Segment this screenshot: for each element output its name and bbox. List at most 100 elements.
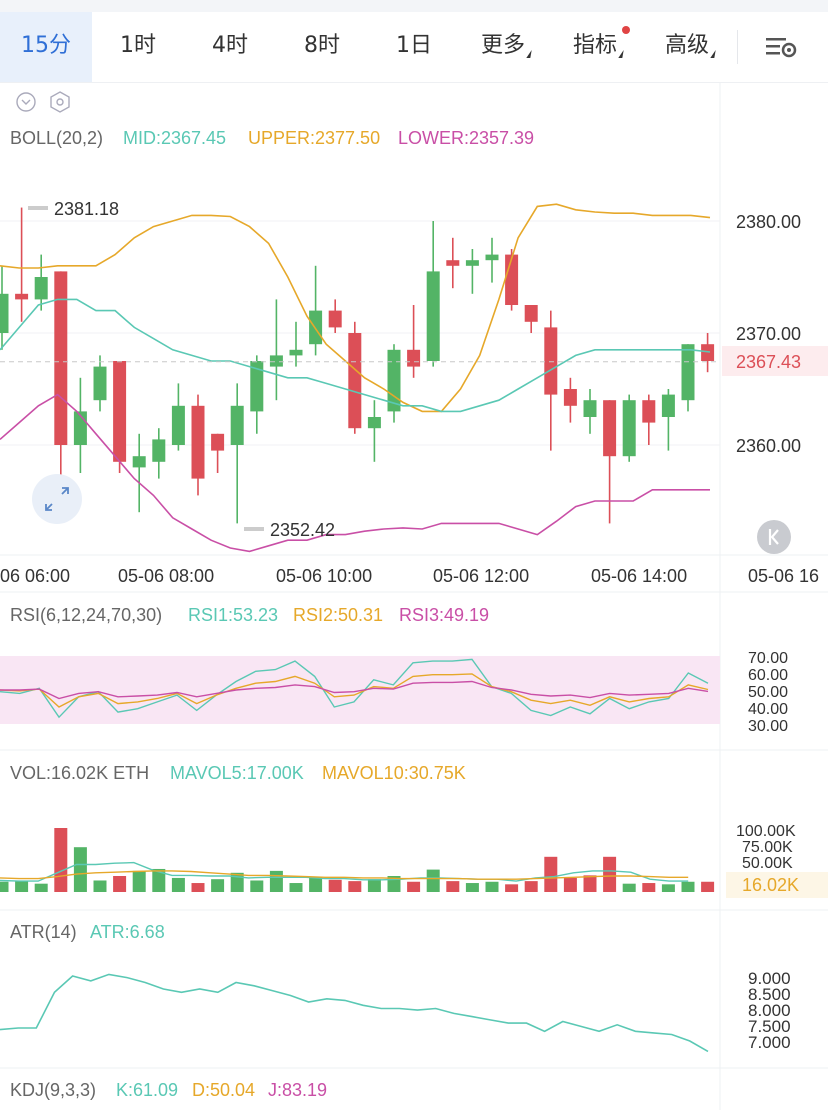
atr-tick: 7.500 [748, 1017, 791, 1036]
chart-settings-icon[interactable] [764, 34, 800, 60]
tab-4h[interactable]: 4时 [184, 12, 276, 82]
candle-body [171, 405, 185, 445]
volume-bar [642, 883, 656, 892]
candle-body [93, 366, 107, 401]
candle-body [54, 271, 68, 445]
y-tick-2380: 2380.00 [736, 212, 801, 232]
candle-body [387, 349, 401, 412]
volume-bar [309, 877, 323, 892]
tab-label: 指标 [572, 33, 617, 58]
atr-title: ATR(14) [10, 922, 77, 942]
volume-bar [0, 881, 9, 892]
candle-body [642, 400, 656, 423]
current-price-label: 2367.43 [736, 352, 801, 372]
tab-label: 1时 [120, 33, 156, 58]
candle-body [0, 293, 9, 333]
volume-bar [563, 877, 577, 892]
volume-bar [465, 883, 479, 892]
mavol5-value: MAVOL5:17.00K [170, 763, 304, 783]
rsi1-value: RSI1:53.23 [188, 605, 278, 625]
mavol5-line [0, 861, 689, 882]
y-tick-2370: 2370.00 [736, 324, 801, 344]
candle-body [485, 254, 499, 261]
candle-body [367, 417, 381, 429]
divider [737, 30, 738, 64]
volume-bar [250, 880, 264, 892]
collapse-icon[interactable] [16, 92, 36, 112]
tab-indicators[interactable]: 指标 [552, 12, 644, 82]
volume-bar [348, 881, 362, 892]
tab-1d[interactable]: 1日 [368, 12, 460, 82]
rsi2-value: RSI2:50.31 [293, 605, 383, 625]
volume-bar [15, 881, 29, 892]
volume-bar [211, 879, 225, 892]
kdj-d-value: D:50.04 [192, 1080, 255, 1100]
rsi-tick: 70.00 [748, 650, 788, 667]
tab-label: 1日 [396, 33, 432, 58]
volume-bar [171, 877, 185, 892]
boll-upper-line [0, 203, 711, 413]
rsi-tick: 50.00 [748, 684, 788, 701]
volume-bar [152, 868, 166, 892]
tab-advanced[interactable]: 高级 [644, 12, 736, 82]
time-label: 05-06 14:00 [591, 566, 687, 586]
expand-icon[interactable] [32, 474, 82, 524]
volume-bar [485, 881, 499, 892]
volume-bar [505, 884, 519, 892]
candle-body [603, 400, 617, 457]
candle-body [191, 405, 205, 479]
candle-body [132, 456, 146, 468]
tab-8h[interactable]: 8时 [276, 12, 368, 82]
candle-body [407, 349, 421, 367]
tab-label: 高级 [664, 33, 709, 58]
tab-label: 15分 [21, 33, 71, 58]
mavol10-line [0, 870, 689, 880]
volume-bar [73, 847, 87, 892]
rsi-tick: 60.00 [748, 667, 788, 684]
volume-bar [407, 881, 421, 892]
candle-body [269, 355, 283, 367]
volume-bar [446, 881, 460, 892]
volume-bar [328, 879, 342, 892]
volume-bar [544, 856, 558, 892]
vol-current-badge [726, 872, 828, 898]
gear-icon[interactable] [50, 91, 70, 113]
volume-bar [34, 883, 48, 892]
tab-1h[interactable]: 1时 [92, 12, 184, 82]
candle-body [465, 260, 479, 266]
candle-body [563, 389, 577, 406]
boll-mid-value: MID:2367.45 [123, 128, 226, 148]
tab-15m[interactable]: 15分 [0, 12, 92, 82]
candle-body [426, 271, 440, 361]
tab-label: 8时 [304, 33, 340, 58]
atr-tick: 9.000 [748, 969, 791, 988]
low-price-label: 2352.42 [270, 520, 335, 540]
candle-body [524, 305, 538, 322]
vol-tick: 75.00K [742, 839, 793, 856]
tab-more[interactable]: 更多 [460, 12, 552, 82]
volume-bar [622, 883, 636, 892]
candle-body [661, 394, 675, 417]
time-label: 05-06 12:00 [433, 566, 529, 586]
boll-lower-line [0, 393, 710, 553]
mavol10-value: MAVOL10:30.75K [322, 763, 466, 783]
candle-body [113, 361, 127, 462]
atr-tick: 8.500 [748, 985, 791, 1004]
grid [0, 82, 828, 1110]
volume-bars [0, 828, 715, 892]
candle-body [230, 405, 244, 445]
back-to-latest-icon[interactable] [757, 520, 791, 554]
volume-bar [603, 856, 617, 892]
time-label: 05-06 16 [748, 566, 819, 586]
notification-dot [622, 26, 630, 34]
boll-title: BOLL(20,2) [10, 128, 103, 148]
candle-body [328, 310, 342, 328]
rsi2-line [0, 673, 709, 708]
atr-tick: 8.000 [748, 1001, 791, 1020]
boll-mid-line [0, 298, 711, 413]
time-label: 05-06 10:00 [276, 566, 372, 586]
candle-body [622, 400, 636, 457]
volume-bar [367, 879, 381, 892]
volume-bar [426, 869, 440, 892]
